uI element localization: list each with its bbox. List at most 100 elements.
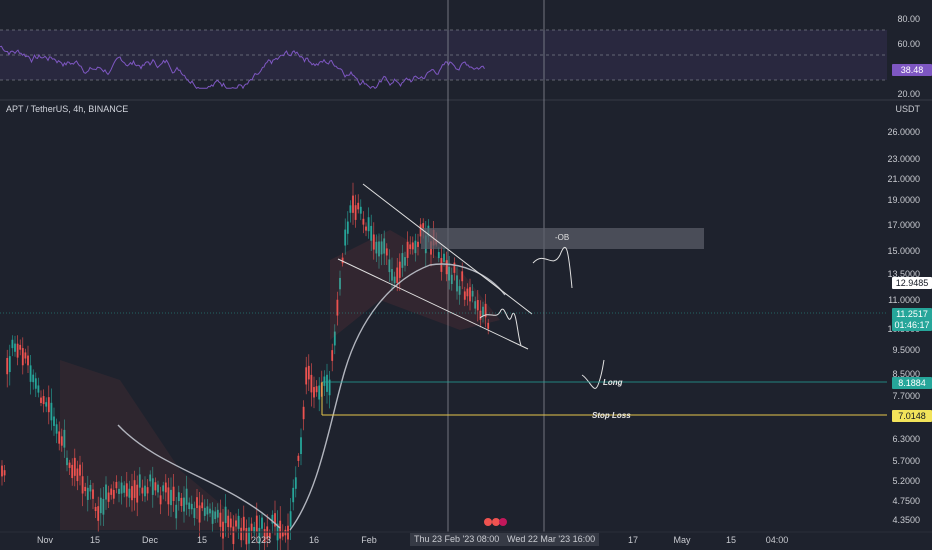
candle-body xyxy=(378,241,380,257)
candle-body xyxy=(487,322,490,329)
price-level: 4.3500 xyxy=(892,515,920,525)
time-label: 15 xyxy=(89,535,101,545)
price-level: 6.3000 xyxy=(892,434,920,444)
candle-body xyxy=(279,520,282,539)
candle-body xyxy=(258,527,261,544)
time-label: 15 xyxy=(725,535,737,545)
event-badge xyxy=(499,518,507,526)
candle-body xyxy=(445,260,448,275)
candle-body xyxy=(281,532,284,537)
candle-body xyxy=(380,241,383,255)
candle-body xyxy=(346,221,349,234)
candle-body xyxy=(419,224,422,237)
price-level: 17.0000 xyxy=(887,220,920,230)
candle-body xyxy=(167,487,170,505)
candle-body xyxy=(411,242,414,250)
candle-body xyxy=(16,343,19,358)
candle-body xyxy=(242,516,245,531)
candle-body xyxy=(79,464,81,476)
candle-body xyxy=(461,271,464,282)
candle-body xyxy=(266,526,269,540)
candle-body xyxy=(63,429,66,448)
candle-body xyxy=(86,487,89,500)
price-level: 23.0000 xyxy=(887,154,920,164)
candle-body xyxy=(414,240,417,254)
candle-body xyxy=(333,331,336,346)
candle-body xyxy=(40,397,42,404)
rsi-current-tag: 38.48 xyxy=(892,64,932,76)
candle-body xyxy=(328,379,331,396)
candle-body xyxy=(466,288,469,297)
candle-body xyxy=(219,512,222,527)
candle-body xyxy=(302,406,305,420)
candle-body xyxy=(253,526,256,533)
candle-body xyxy=(97,506,100,521)
candle-body xyxy=(372,234,375,250)
cloud-area xyxy=(60,360,240,530)
ob-label[interactable]: -OB xyxy=(555,233,570,242)
candle-body xyxy=(141,487,144,494)
candle-body xyxy=(188,502,191,510)
candle-body xyxy=(263,529,266,543)
candle-body xyxy=(136,484,139,503)
price-level: 26.0000 xyxy=(887,127,920,137)
stop-loss-label[interactable]: Stop Loss xyxy=(592,411,631,420)
projection-path xyxy=(532,246,573,289)
time-highlight-start: Thu 23 Feb '23 08:00 xyxy=(410,533,504,546)
candle-body xyxy=(107,492,110,502)
candle-body xyxy=(211,510,214,524)
candle-body xyxy=(479,310,482,320)
candle-body xyxy=(19,344,22,350)
candle-body xyxy=(453,262,456,273)
candle-body xyxy=(89,484,92,492)
candle-body xyxy=(151,478,154,495)
candle-body xyxy=(102,498,105,515)
price-level: 5.2000 xyxy=(892,476,920,486)
time-label: 04:00 xyxy=(765,535,789,545)
candle-body xyxy=(331,350,334,361)
candle-body xyxy=(417,241,419,247)
countdown-tag: 01:46:17 xyxy=(892,319,932,331)
cloud-area xyxy=(330,230,500,340)
candle-body xyxy=(370,225,373,241)
candle-body xyxy=(203,507,206,516)
candle-body xyxy=(29,365,32,382)
time-label: 15 xyxy=(196,535,208,545)
candle-body xyxy=(268,532,271,538)
candle-body xyxy=(144,485,146,497)
ob-zone xyxy=(421,228,704,249)
rsi-level-20: 20.00 xyxy=(897,89,920,99)
price-level: 5.7000 xyxy=(892,456,920,466)
candle-body xyxy=(294,477,297,489)
price-level: 7.7000 xyxy=(892,391,920,401)
candle-body xyxy=(3,470,6,476)
candle-body xyxy=(154,482,157,491)
candle-body xyxy=(149,474,152,482)
candle-body xyxy=(190,503,193,510)
price-level: 8.5000 xyxy=(892,369,920,379)
candle-body xyxy=(198,505,201,523)
candle-body xyxy=(469,287,471,302)
symbol-title[interactable]: APT / TetherUS, 4h, BINANCE xyxy=(6,104,129,114)
candle-body xyxy=(125,483,128,497)
candle-body xyxy=(214,511,217,520)
candle-body xyxy=(352,195,354,213)
candle-body xyxy=(133,480,136,498)
candle-body xyxy=(456,275,458,292)
time-label: 17 xyxy=(627,535,639,545)
candle-body xyxy=(1,465,3,477)
candle-body xyxy=(68,462,71,468)
candle-body xyxy=(196,497,198,509)
candle-body xyxy=(482,306,484,316)
candle-body xyxy=(112,489,115,499)
long-label[interactable]: Long xyxy=(603,378,623,387)
candle-body xyxy=(6,357,9,375)
candle-body xyxy=(484,303,487,318)
candle-body xyxy=(55,424,58,434)
candle-body xyxy=(326,374,328,392)
candle-body xyxy=(115,481,118,489)
time-label: May xyxy=(673,535,691,545)
price-level: 9.5000 xyxy=(892,345,920,355)
